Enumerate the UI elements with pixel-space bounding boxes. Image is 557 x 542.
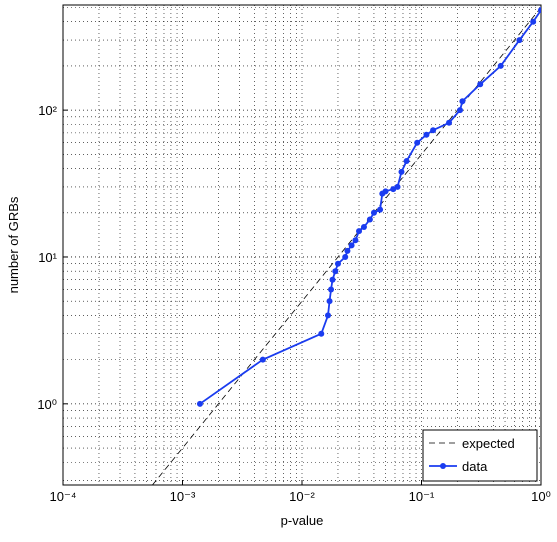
data-point xyxy=(348,242,355,249)
data-point xyxy=(382,188,389,195)
x-tick-label: 10⁻⁴ xyxy=(50,489,77,504)
data-point xyxy=(259,356,266,363)
axes-box xyxy=(62,4,542,486)
data-point xyxy=(334,260,341,267)
legend-marker xyxy=(440,463,446,469)
y-tick-label: 10¹ xyxy=(38,250,57,265)
data-point xyxy=(356,228,363,235)
x-axis-label: p-value xyxy=(281,513,324,528)
data-point xyxy=(459,98,466,105)
data-point xyxy=(403,158,410,165)
x-tick-label: 10⁰ xyxy=(531,489,551,504)
data-point xyxy=(538,7,541,14)
x-tick-label: 10⁻¹ xyxy=(409,489,435,504)
data-point xyxy=(530,18,537,25)
y-axis-label: number of GRBs xyxy=(6,196,21,293)
data-point xyxy=(329,276,336,283)
y-tick-label: 10⁰ xyxy=(37,397,57,412)
data-point xyxy=(366,216,373,223)
data-point xyxy=(196,400,203,407)
x-tick-label: 10⁻² xyxy=(289,489,315,504)
data-point xyxy=(477,81,484,88)
data-point xyxy=(342,253,349,260)
data-point xyxy=(398,168,405,175)
data-point xyxy=(332,268,339,275)
data-point xyxy=(328,286,335,293)
data-point xyxy=(446,119,453,126)
data-point xyxy=(516,37,523,44)
data-point xyxy=(360,224,367,231)
data-point xyxy=(352,237,359,244)
legend-label: data xyxy=(462,459,488,474)
data-point xyxy=(326,298,333,305)
legend: expected data xyxy=(429,436,515,474)
legend-label: expected xyxy=(462,436,515,451)
y-tick-label: 10² xyxy=(38,103,57,118)
data-point xyxy=(497,62,504,69)
data-point xyxy=(324,312,331,319)
data-point xyxy=(377,206,384,213)
data-point xyxy=(423,131,430,138)
data-point xyxy=(457,107,464,114)
data-point xyxy=(414,139,421,146)
data-point xyxy=(344,247,351,254)
plot-layer xyxy=(152,7,541,485)
data-point xyxy=(394,183,401,190)
data-point xyxy=(318,330,325,337)
data-point xyxy=(370,209,377,216)
legend-box xyxy=(422,429,538,482)
x-tick-label: 10⁻³ xyxy=(170,489,196,504)
data-point xyxy=(430,127,437,134)
